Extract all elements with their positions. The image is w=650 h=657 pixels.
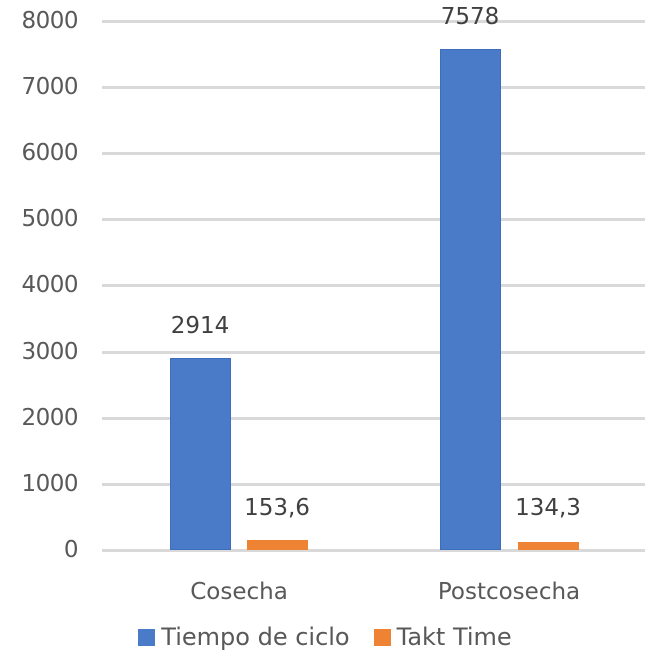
legend-label: Takt Time	[396, 623, 512, 651]
legend-label: Tiempo de ciclo	[161, 623, 350, 651]
gridline-3000	[102, 351, 645, 354]
y-tick-6000: 6000	[21, 140, 78, 166]
y-tick-3000: 3000	[21, 339, 78, 365]
bar-postcosecha-takt-time	[518, 542, 579, 550]
data-label-postcosecha-takt-time: 134,3	[515, 495, 581, 521]
gridline-5000	[102, 218, 645, 221]
bar-cosecha-takt-time	[247, 540, 308, 550]
x-label-postcosecha: Postcosecha	[437, 579, 581, 605]
y-tick-5000: 5000	[21, 206, 78, 232]
gridline-7000	[102, 86, 645, 89]
gridline-0	[102, 549, 645, 552]
legend-swatch-blue-icon	[138, 628, 156, 646]
y-tick-2000: 2000	[21, 405, 78, 431]
gridline-2000	[102, 417, 645, 420]
y-tick-0: 0	[63, 537, 79, 563]
x-label-cosecha: Cosecha	[190, 579, 288, 605]
legend-swatch-orange-icon	[373, 628, 391, 646]
gridline-1000	[102, 483, 645, 486]
bar-postcosecha-tiempo-de-ciclo	[440, 49, 501, 550]
y-tick-1000: 1000	[21, 471, 78, 497]
legend-item-takt-time: Takt Time	[373, 622, 512, 652]
gridline-4000	[102, 284, 645, 287]
bar-cosecha-tiempo-de-ciclo	[170, 358, 231, 550]
gridline-6000	[102, 152, 645, 155]
data-label-postcosecha-tiempo-de-ciclo: 7578	[440, 4, 500, 30]
data-label-cosecha-takt-time: 153,6	[244, 495, 310, 521]
legend: Tiempo de ciclo Takt Time	[0, 622, 650, 652]
y-tick-7000: 7000	[21, 74, 78, 100]
data-label-cosecha-tiempo-de-ciclo: 2914	[170, 313, 230, 339]
gridline-8000	[102, 20, 645, 23]
y-tick-8000: 8000	[21, 8, 78, 34]
legend-item-tiempo-de-ciclo: Tiempo de ciclo	[138, 622, 350, 652]
y-tick-4000: 4000	[21, 272, 78, 298]
